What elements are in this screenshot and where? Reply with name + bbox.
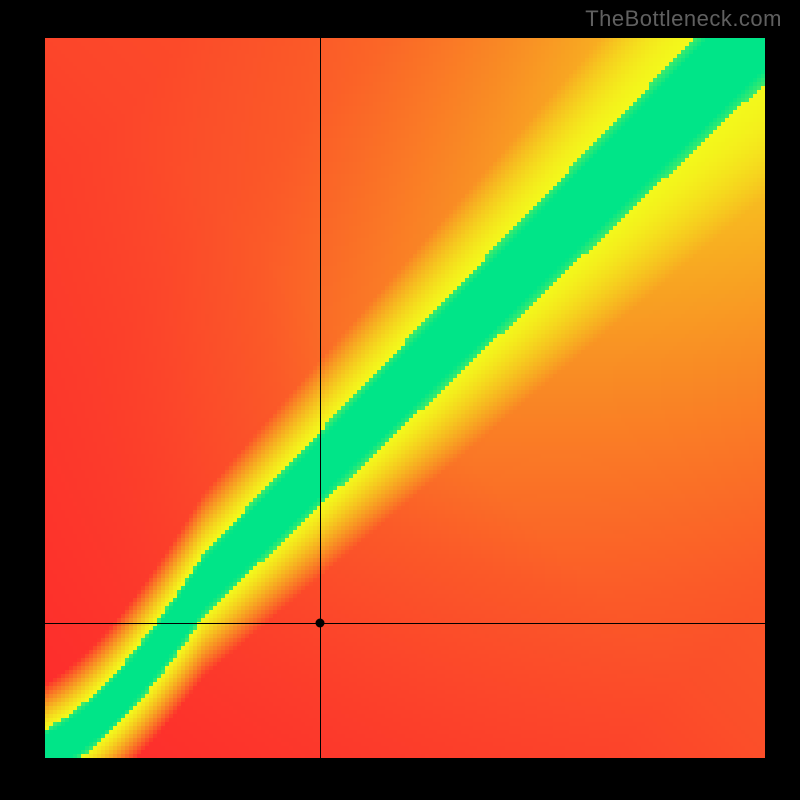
crosshair-vertical	[320, 38, 321, 758]
crosshair-horizontal	[45, 623, 765, 624]
heatmap-canvas	[45, 38, 765, 758]
crosshair-marker	[316, 618, 325, 627]
watermark-text: TheBottleneck.com	[585, 6, 782, 32]
heatmap-plot	[45, 38, 765, 758]
